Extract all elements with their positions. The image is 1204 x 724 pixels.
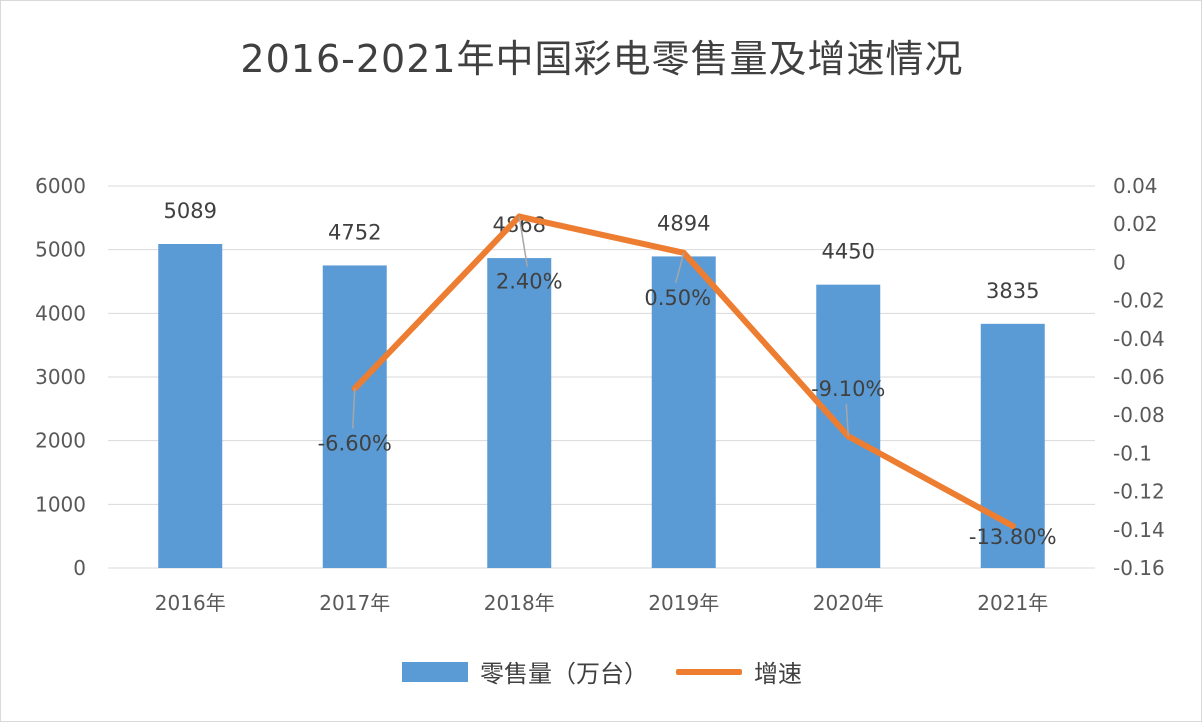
y-right-tick-label: -0.16 bbox=[1113, 556, 1165, 580]
x-tick-label: 2021年 bbox=[977, 591, 1048, 615]
legend-label-bar: 零售量（万台） bbox=[480, 660, 648, 688]
legend: 零售量（万台） 增速 bbox=[0, 654, 1204, 689]
x-tick-label: 2016年 bbox=[155, 591, 226, 615]
growth-data-label: 0.50% bbox=[644, 286, 711, 310]
label-leader-line bbox=[675, 252, 685, 284]
chart-title: 2016-2021年中国彩电零售量及增速情况 bbox=[240, 37, 964, 81]
y-right-tick-label: -0.06 bbox=[1113, 365, 1165, 389]
legend-item-bar: 零售量（万台） bbox=[402, 654, 648, 689]
y-left-tick-label: 6000 bbox=[35, 174, 86, 198]
growth-point bbox=[1009, 522, 1016, 529]
bar-data-label: 4752 bbox=[328, 220, 381, 244]
label-leader-line bbox=[352, 388, 356, 429]
legend-swatch-bar bbox=[402, 661, 468, 682]
y-right-tick-label: -0.02 bbox=[1113, 289, 1165, 313]
y-right-tick-label: -0.04 bbox=[1113, 327, 1165, 351]
y-left-tick-label: 2000 bbox=[35, 429, 86, 453]
y-left-tick-label: 0 bbox=[73, 556, 86, 580]
x-tick-label: 2017年 bbox=[319, 591, 390, 615]
bar-data-label: 4450 bbox=[822, 240, 875, 264]
bar bbox=[651, 256, 716, 568]
legend-swatch-line bbox=[676, 668, 742, 675]
bar-data-label: 5089 bbox=[164, 199, 217, 223]
x-tick-label: 2018年 bbox=[484, 591, 555, 615]
y-left-tick-label: 4000 bbox=[35, 301, 86, 325]
legend-item-line: 增速 bbox=[676, 654, 802, 689]
growth-data-label: -9.10% bbox=[811, 377, 885, 401]
bar bbox=[158, 244, 223, 568]
y-left-tick-label: 3000 bbox=[35, 365, 86, 389]
y-right-tick-label: -0.12 bbox=[1113, 480, 1165, 504]
y-right-tick-label: -0.1 bbox=[1113, 441, 1152, 465]
y-right-tick-label: -0.14 bbox=[1113, 518, 1165, 542]
bar-data-label: 4894 bbox=[657, 211, 710, 235]
y-right-tick-label: 0 bbox=[1113, 250, 1126, 274]
y-right-tick-label: -0.08 bbox=[1113, 403, 1165, 427]
growth-data-label: -13.80% bbox=[969, 525, 1057, 549]
x-tick-label: 2020年 bbox=[813, 591, 884, 615]
bar bbox=[322, 265, 387, 568]
bar bbox=[487, 258, 552, 568]
growth-data-label: 2.40% bbox=[496, 270, 563, 294]
legend-label-line: 增速 bbox=[754, 660, 802, 688]
y-right-tick-label: 0.04 bbox=[1113, 174, 1158, 198]
y-left-tick-label: 1000 bbox=[35, 492, 86, 516]
growth-data-label: -6.60% bbox=[318, 431, 392, 455]
label-leader-line bbox=[845, 404, 849, 437]
bar-data-label: 3835 bbox=[986, 279, 1039, 303]
label-leader-line bbox=[518, 216, 528, 267]
y-left-tick-label: 5000 bbox=[35, 238, 86, 262]
y-right-tick-label: 0.02 bbox=[1113, 212, 1158, 236]
x-tick-label: 2019年 bbox=[648, 591, 719, 615]
